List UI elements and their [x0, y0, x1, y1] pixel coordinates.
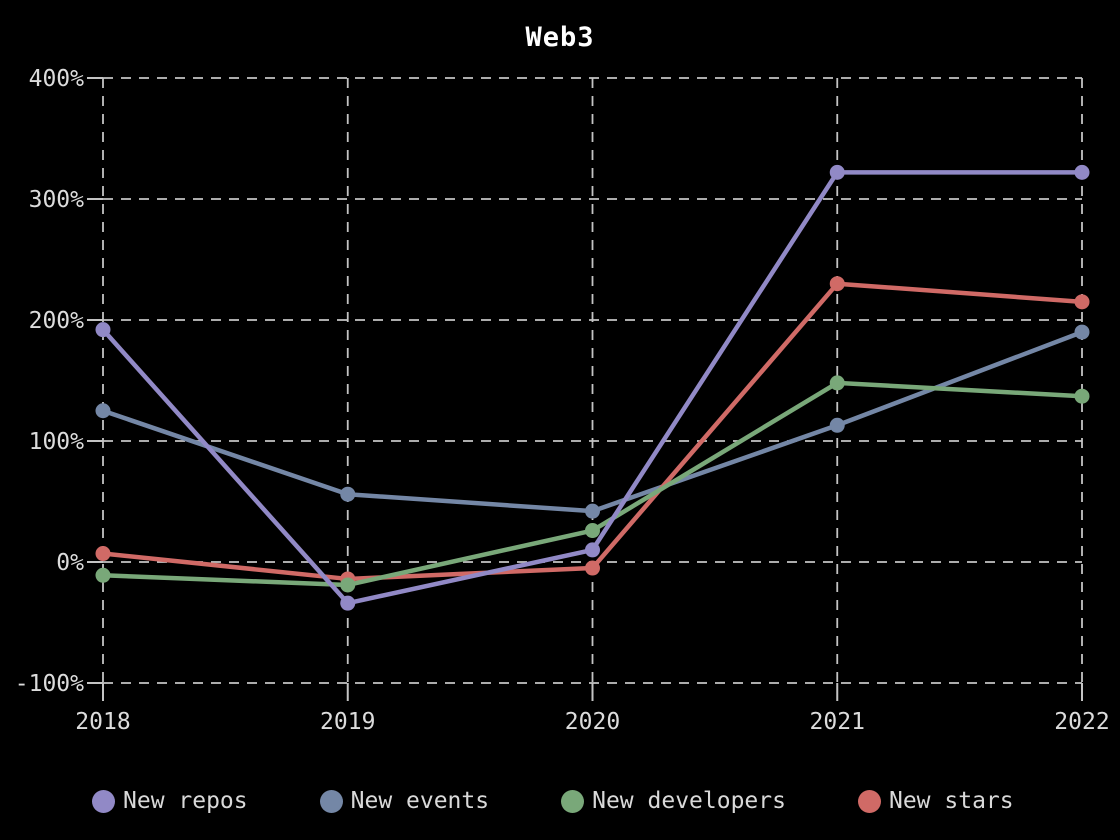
legend-item-new-stars[interactable]: New stars: [857, 788, 1014, 814]
data-point-new-events: [585, 503, 600, 519]
chart-title: Web3: [525, 22, 595, 53]
legend-item-new-developers[interactable]: New developers: [561, 788, 786, 814]
data-point-new-stars: [95, 546, 111, 562]
data-point-new-events: [1074, 324, 1090, 340]
chart-legend: New repos New events New developers New …: [92, 788, 1014, 814]
data-point-new-repos: [829, 164, 845, 180]
legend-item-new-repos[interactable]: New repos: [92, 788, 248, 814]
new-events-swatch-icon: [319, 789, 343, 813]
x-axis-label: 2020: [565, 709, 620, 735]
x-axis-label: 2022: [1054, 709, 1109, 735]
data-point-new-repos: [340, 595, 356, 611]
y-axis-label: 0%: [56, 550, 84, 576]
data-point-new-events: [340, 486, 356, 502]
x-axis-label: 2018: [75, 709, 130, 735]
y-axis-label: -100%: [15, 671, 84, 697]
data-point-new-events: [829, 417, 845, 433]
new-repos-swatch-icon: [92, 789, 115, 813]
data-point-new-stars: [1074, 294, 1090, 310]
x-axis-label: 2019: [320, 709, 375, 735]
legend-label: New events: [350, 788, 490, 814]
data-point-new-developers: [1074, 388, 1090, 404]
legend-label: New repos: [123, 788, 248, 814]
y-axis-label: 400%: [29, 66, 85, 92]
data-point-new-developers: [340, 577, 356, 593]
y-axis-label: 100%: [29, 429, 85, 455]
data-point-new-stars: [829, 276, 845, 292]
new-developers-swatch-icon: [561, 789, 585, 813]
data-point-new-repos: [1074, 164, 1090, 180]
legend-item-new-events[interactable]: New events: [319, 788, 490, 814]
legend-label: New stars: [888, 788, 1014, 814]
data-point-new-developers: [95, 567, 111, 583]
new-stars-swatch-icon: [857, 789, 881, 813]
y-axis-label: 200%: [29, 308, 85, 334]
x-axis-label: 2021: [810, 709, 865, 735]
legend-label: New developers: [592, 788, 786, 814]
data-point-new-developers: [829, 375, 845, 391]
data-point-new-events: [95, 403, 111, 419]
y-axis-label: 300%: [29, 187, 85, 213]
data-point-new-stars: [585, 560, 600, 576]
data-point-new-repos: [585, 542, 600, 558]
data-point-new-repos: [95, 322, 111, 338]
data-point-new-developers: [585, 523, 600, 539]
